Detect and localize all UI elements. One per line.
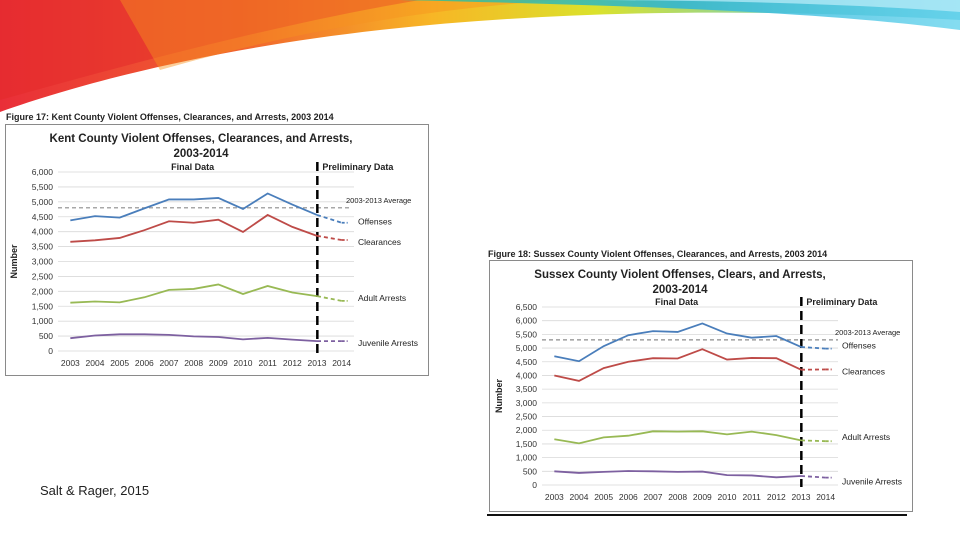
y-tick-label: 4,000 (516, 370, 538, 380)
sussex-county-chart: Sussex County Violent Offenses, Clears, … (489, 260, 913, 512)
y-tick-label: 6,000 (516, 316, 538, 326)
series-line-adult-arrests (70, 283, 318, 304)
sussex-county-chart-svg: Sussex County Violent Offenses, Clears, … (494, 269, 902, 502)
x-tick-label: 2014 (332, 358, 351, 368)
x-tick-label: 2009 (693, 492, 712, 502)
series-label: Offenses (842, 341, 876, 351)
x-tick-label: 2003 (61, 358, 80, 368)
kent-county-chart-svg: Kent County Violent Offenses, Clearances… (9, 133, 418, 368)
x-tick-label: 2007 (644, 492, 663, 502)
y-tick-label: 500 (39, 331, 53, 341)
x-tick-label: 2013 (308, 358, 327, 368)
y-tick-label: 2,000 (32, 286, 54, 296)
series-label: Adult Arrests (358, 293, 406, 303)
y-tick-label: 1,500 (32, 301, 54, 311)
series-preliminary-adult-arrests (316, 295, 342, 302)
y-tick-label: 3,500 (32, 242, 54, 252)
series-line-adult-arrests (554, 430, 802, 445)
y-tick-label: 5,000 (516, 343, 538, 353)
y-tick-label: 0 (532, 480, 537, 490)
x-tick-label: 2008 (668, 492, 687, 502)
y-tick-label: 1,000 (516, 453, 538, 463)
y-tick-label: 2,500 (32, 271, 54, 281)
decorative-banner (0, 0, 960, 112)
y-axis-label: Number (494, 379, 504, 414)
series-label: Clearances (842, 366, 885, 376)
x-tick-label: 2014 (816, 492, 835, 502)
average-label: 2003-2013 Average (835, 328, 900, 337)
series-label: Juvenile Arrests (358, 338, 418, 348)
series-label: Clearances (358, 237, 401, 247)
y-tick-label: 4,000 (32, 227, 54, 237)
average-label: 2003-2013 Average (346, 196, 411, 205)
series-line-offenses (70, 192, 318, 222)
x-tick-label: 2006 (619, 492, 638, 502)
x-tick-label: 2012 (767, 492, 786, 502)
y-tick-label: 2,500 (516, 412, 538, 422)
y-tick-label: 4,500 (32, 212, 54, 222)
series-label: Juvenile Arrests (842, 477, 902, 487)
y-tick-label: 1,000 (32, 316, 54, 326)
x-tick-label: 2005 (110, 358, 129, 368)
series-preliminary-offenses (316, 214, 342, 224)
x-tick-label: 2006 (135, 358, 154, 368)
y-axis-label: Number (9, 244, 19, 279)
x-tick-label: 2009 (209, 358, 228, 368)
x-tick-label: 2010 (234, 358, 253, 368)
preliminary-data-label: Preliminary Data (806, 297, 878, 307)
y-tick-label: 5,500 (32, 182, 54, 192)
x-tick-label: 2003 (545, 492, 564, 502)
kent-county-chart: Kent County Violent Offenses, Clearances… (5, 124, 429, 376)
y-tick-label: 500 (523, 466, 537, 476)
x-tick-label: 2007 (160, 358, 179, 368)
y-tick-label: 5,500 (516, 329, 538, 339)
series-line-offenses (554, 322, 802, 363)
y-tick-label: 0 (48, 346, 53, 356)
series-label: Offenses (358, 217, 392, 227)
chart-title-line1: Kent County Violent Offenses, Clearances… (50, 133, 353, 145)
x-tick-label: 2013 (792, 492, 811, 502)
series-line-juvenile-arrests (554, 470, 802, 479)
source-credit: Salt & Rager, 2015 (40, 483, 150, 498)
y-tick-label: 6,500 (516, 302, 538, 312)
final-data-label: Final Data (655, 297, 699, 307)
x-tick-label: 2005 (594, 492, 613, 502)
series-preliminary-juvenile-arrests (800, 475, 826, 479)
series-preliminary-clearances (316, 234, 342, 241)
x-tick-label: 2008 (184, 358, 203, 368)
x-tick-label: 2012 (283, 358, 302, 368)
x-tick-label: 2004 (570, 492, 589, 502)
final-data-label: Final Data (171, 162, 215, 172)
y-tick-label: 6,000 (32, 167, 54, 177)
chart-title-line2: 2003-2014 (653, 284, 709, 296)
series-line-clearances (554, 348, 802, 382)
preliminary-data-label: Preliminary Data (322, 162, 394, 172)
y-tick-label: 5,000 (32, 197, 54, 207)
chart-title-line2: 2003-2014 (174, 148, 230, 160)
figure-17-caption: Figure 17: Kent County Violent Offenses,… (6, 112, 334, 122)
series-line-clearances (70, 213, 318, 243)
divider-line (487, 514, 907, 516)
x-tick-label: 2011 (259, 358, 278, 368)
series-label: Adult Arrests (842, 432, 890, 442)
x-tick-label: 2004 (86, 358, 105, 368)
figure-18-caption: Figure 18: Sussex County Violent Offense… (488, 249, 828, 259)
x-tick-label: 2010 (718, 492, 737, 502)
y-tick-label: 1,500 (516, 439, 538, 449)
y-tick-label: 3,000 (516, 398, 538, 408)
y-tick-label: 4,500 (516, 357, 538, 367)
x-tick-label: 2011 (743, 492, 762, 502)
y-tick-label: 3,000 (32, 257, 54, 267)
chart-title-line1: Sussex County Violent Offenses, Clears, … (534, 269, 825, 281)
series-preliminary-adult-arrests (800, 439, 826, 443)
y-tick-label: 3,500 (516, 384, 538, 394)
y-tick-label: 2,000 (516, 425, 538, 435)
series-line-juvenile-arrests (70, 333, 318, 343)
